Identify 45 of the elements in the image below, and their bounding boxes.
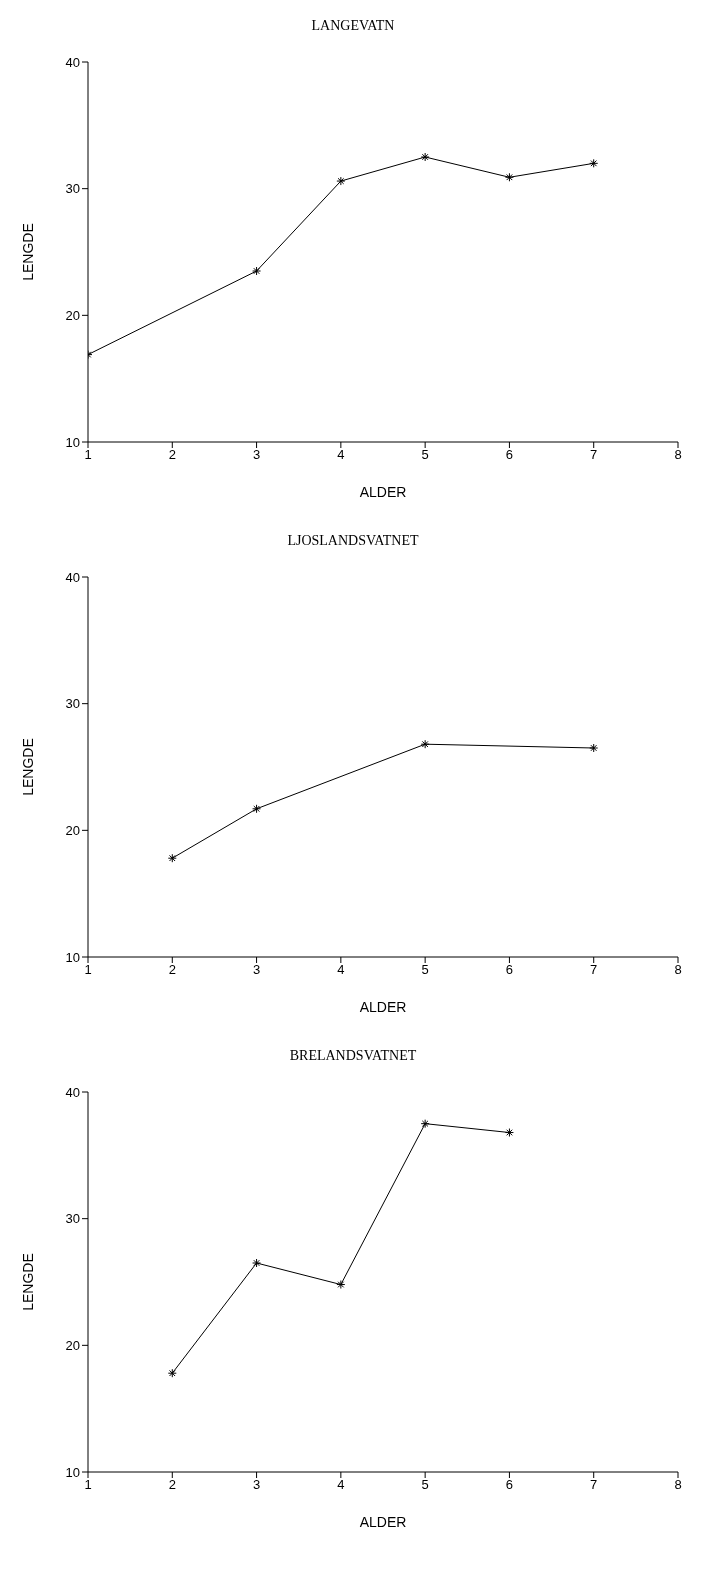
x-tick-label: 4 <box>337 1477 345 1493</box>
x-tick-label: 7 <box>590 447 598 463</box>
y-axis-title: LENGDE <box>19 223 36 281</box>
y-tick-label: 40 <box>65 54 80 70</box>
x-tick-label: 5 <box>421 962 429 978</box>
x-tick-label: 6 <box>505 962 514 978</box>
chart-title: LANGEVATN <box>310 17 396 35</box>
x-tick-label: 2 <box>168 447 176 463</box>
chart-title: BRELANDSVATNET <box>288 1047 418 1065</box>
y-tick-label: 10 <box>65 949 80 965</box>
x-tick-label: 4 <box>337 962 345 978</box>
x-tick-label: 7 <box>590 962 598 978</box>
x-tick-label: 8 <box>674 962 682 978</box>
x-tick-label: 6 <box>505 1477 514 1493</box>
x-axis-title: ALDER <box>359 484 407 500</box>
x-tick-label: 1 <box>84 447 92 463</box>
y-tick-label: 20 <box>65 307 80 323</box>
y-tick-label: 10 <box>65 1464 80 1480</box>
x-axis-title: ALDER <box>359 999 407 1015</box>
x-axis-title: ALDER <box>359 1514 407 1530</box>
x-tick-label: 1 <box>84 962 92 978</box>
x-tick-label: 8 <box>674 447 682 463</box>
y-tick-label: 40 <box>65 569 80 585</box>
y-axis-title: LENGDE <box>19 1253 36 1311</box>
chart-title: LJOSLANDSVATNET <box>286 532 420 550</box>
x-tick-label: 4 <box>337 447 345 463</box>
x-tick-label: 1 <box>84 1477 92 1493</box>
x-tick-label: 2 <box>168 1477 176 1493</box>
y-axis-title: LENGDE <box>19 738 36 796</box>
x-tick-label: 6 <box>505 447 514 463</box>
y-tick-label: 20 <box>65 822 80 838</box>
y-tick-label: 20 <box>65 1337 80 1353</box>
y-tick-label: 30 <box>65 696 80 712</box>
x-tick-label: 3 <box>252 962 261 978</box>
x-tick-label: 8 <box>674 1477 682 1493</box>
y-tick-label: 10 <box>65 434 80 450</box>
x-tick-label: 5 <box>421 1477 429 1493</box>
x-tick-label: 2 <box>168 962 176 978</box>
x-tick-label: 7 <box>590 1477 598 1493</box>
x-tick-label: 3 <box>252 1477 261 1493</box>
y-tick-label: 30 <box>65 181 80 197</box>
x-tick-label: 5 <box>421 447 429 463</box>
x-tick-label: 3 <box>252 447 261 463</box>
y-tick-label: 40 <box>65 1084 80 1100</box>
y-tick-label: 30 <box>65 1211 80 1227</box>
